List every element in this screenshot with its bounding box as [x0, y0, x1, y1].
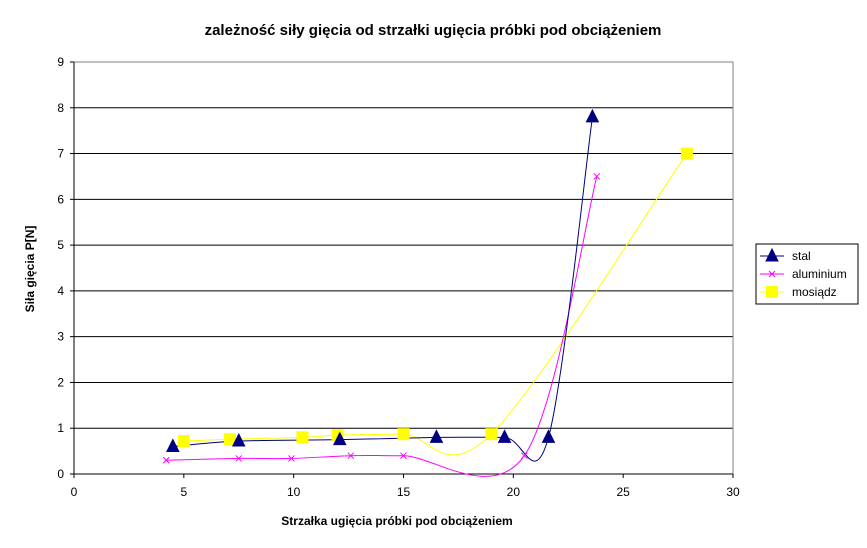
- axes: 0 1 2 3 4 5 6 7 8 9 0 5 10 15 20 25 30: [57, 55, 740, 499]
- x-tick-label: 30: [726, 485, 740, 499]
- series-line-mosiadz: [183, 153, 688, 456]
- y-tick-label: 6: [57, 192, 64, 206]
- y-tick-label: 7: [57, 147, 64, 161]
- y-axis-label: Siła gięcia P[N]: [23, 226, 37, 313]
- y-tick-label: 3: [57, 330, 64, 344]
- y-tick-label: 5: [57, 238, 64, 252]
- data-point-aluminium-stroke: [347, 452, 355, 460]
- data-point-stal: [541, 429, 556, 443]
- legend-label-mosiadz: mosiądz: [792, 285, 837, 299]
- data-point-stal: [166, 438, 180, 453]
- data-point-aluminium: [288, 455, 295, 462]
- y-tick-label: 0: [57, 467, 64, 481]
- data-point-mosiadz: [485, 428, 498, 441]
- legend: stal aluminium mosiądz: [755, 243, 859, 305]
- data-point-aluminium: [593, 173, 601, 180]
- data-point-mosiadz: [296, 431, 309, 444]
- data-point-aluminium: [347, 452, 355, 460]
- x-tick-label: 20: [507, 485, 521, 499]
- x-tick-label: 10: [287, 485, 301, 499]
- x-tick-label: 25: [616, 485, 630, 499]
- series-line-stal: [172, 116, 593, 462]
- y-tick-label: 4: [57, 284, 64, 298]
- x-axis-label: Strzałka ugięcia próbki pod obciążeniem: [281, 514, 512, 528]
- legend-marker-aluminium: [768, 270, 776, 278]
- x-tick-label: 5: [180, 485, 187, 499]
- legend-label-stal: stal: [792, 249, 811, 263]
- data-point-aluminium: [520, 452, 528, 460]
- data-point-mosiadz: [223, 433, 236, 446]
- data-point-stal: [332, 431, 347, 446]
- data-point-aluminium-stroke: [235, 455, 243, 462]
- y-tick-label: 2: [57, 375, 64, 389]
- data-point-mosiadz: [680, 147, 693, 160]
- data-point-aluminium-stroke: [593, 173, 601, 180]
- data-point-aluminium: [235, 455, 243, 462]
- plot-area: [73, 61, 734, 475]
- data-point-aluminium-stroke: [288, 455, 295, 462]
- data-point-stal: [231, 432, 246, 447]
- data-point-aluminium: [400, 452, 407, 460]
- x-tick-label: 0: [71, 485, 78, 499]
- legend-marker-stal: [765, 247, 779, 262]
- legend-marker-aluminium-stroke: [768, 270, 776, 278]
- data-point-aluminium-stroke: [162, 456, 170, 464]
- series-line-aluminium: [166, 176, 598, 477]
- grid-lines: [74, 61, 733, 429]
- y-tick-label: 9: [57, 55, 64, 69]
- data-point-aluminium: [162, 456, 170, 464]
- legend-marker-mosiadz: [766, 286, 778, 298]
- series-lines: [166, 116, 688, 477]
- chart-title: zależność siły gięcia od strzałki ugięci…: [205, 22, 662, 39]
- data-point-mosiadz: [397, 428, 410, 441]
- data-point-aluminium-stroke: [400, 452, 407, 460]
- data-point-stal: [585, 108, 600, 123]
- legend-label-aluminium: aluminium: [792, 267, 847, 281]
- data-point-stal: [497, 429, 512, 443]
- data-point-aluminium-stroke: [520, 452, 528, 460]
- y-tick-label: 1: [57, 421, 64, 435]
- y-tick-label: 8: [57, 101, 64, 115]
- data-point-mosiadz: [177, 435, 190, 448]
- x-tick-label: 15: [397, 485, 411, 499]
- series-markers: [162, 108, 693, 464]
- data-point-stal: [429, 429, 444, 443]
